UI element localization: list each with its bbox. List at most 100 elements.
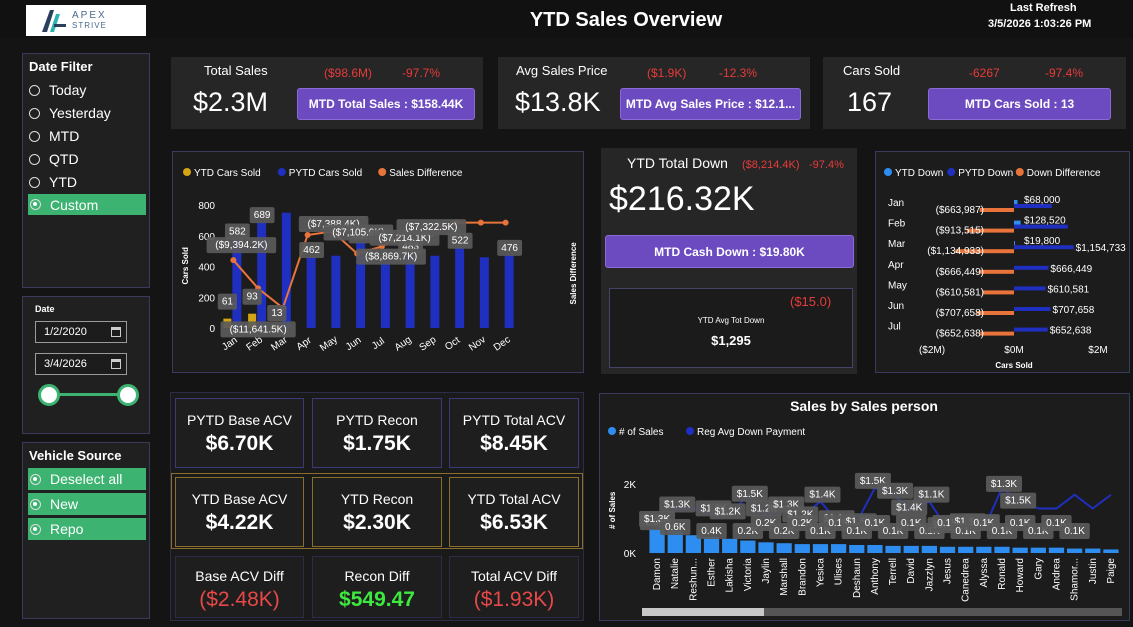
ytd-data-label: 61 [222,297,234,308]
option-label: QTD [49,151,79,167]
x-tick-label: Ronald [997,558,1008,590]
mtd-cars-sold-button[interactable]: MTD Cars Sold : 13 [928,88,1111,120]
x-tick-label: May [318,334,340,354]
page-title: YTD Sales Overview [529,9,723,31]
y-tick-label: Jan [888,198,904,209]
ytd-data-label: 93 [247,292,259,303]
legend-label: Reg Avg Down Payment [697,427,805,438]
sales-data-label: 0.1K [828,518,849,529]
pytd-down-data-label: $666,449 [1050,264,1092,275]
y-tick-label: 0K [624,549,637,560]
difference-data-label: ($8,869.7K) [365,252,417,263]
card-label: Base ACV Diff [195,568,284,584]
pytd-down-data-label: $707,658 [1053,305,1095,316]
sales-data-label: 0.1K [974,518,995,529]
filter-option-ytd[interactable]: YTD [29,172,147,192]
bar-sales-Jesus [939,546,956,553]
radio-icon [29,84,40,96]
sales-data-label: 0.1K [937,518,958,529]
legend-label: YTD Down [895,168,943,179]
sales-data-label: 0.1K [883,526,904,537]
start-date-input[interactable]: 1/2/2020 [35,321,127,343]
card-value: ($1.93K) [473,588,555,611]
chart-scrollbar-thumb[interactable] [642,608,764,616]
bar-down-difference-Apr [979,269,1014,274]
mtd-cash-down-button[interactable]: MTD Cash Down : $19.80K [605,235,854,268]
x-tick-label: Paige [1106,558,1117,584]
y-axis-title: # of Sales [608,491,617,529]
sales-data-label-bg [660,519,691,535]
bar-pytd-Apr [306,256,316,328]
vehicle-option-deselect-all[interactable]: Deselect all [28,468,146,490]
filter-option-qtd[interactable]: QTD [29,149,147,169]
avg-down-data-label: $1.5K [860,476,886,487]
kpi-label: Total Sales [204,63,268,78]
avg-down-data-label-bg [709,503,746,520]
ytd-down-value: $216.32K [609,180,755,218]
x-tick-label: Dec [492,334,513,353]
legend-marker [947,168,956,176]
sales-difference-point [230,257,237,264]
bar-down-difference-May [982,290,1014,295]
y-tick-label: 200 [198,293,215,304]
pytd-recon-card: PYTD Recon $1.75K [312,398,442,468]
avg-down-data-label: $1.1K [918,490,944,501]
ytd-down-diff: ($8,214.4K) [742,159,800,171]
sales-difference-point [304,231,311,238]
filter-option-custom[interactable]: Custom [28,194,146,215]
card-value: $6.53K [480,511,548,534]
ytd-total-down-card: YTD Total Down ($8,214.4K) -97.4% $216.3… [601,148,857,374]
x-tick-label: Jun [344,335,364,353]
card-value: $549.47 [339,588,415,611]
bar-pytd-Jan [232,238,242,328]
bar-sales-Jazzlyn [921,545,938,553]
avg-down-data-label: $1.2K [787,509,813,520]
date-slider-end-handle[interactable] [117,384,139,406]
avg-down-data-label: $1.5K [1005,496,1031,507]
filter-option-today[interactable]: Today [29,80,147,100]
bar-sales-Shamor... [1066,548,1083,553]
filter-option-yesterday[interactable]: Yesterday [29,103,147,123]
calendar-icon[interactable] [111,327,121,337]
x-tick-label: Justin [1088,558,1099,584]
vehicle-option-repo[interactable]: Repo [28,518,146,540]
bar-down-difference-Jan [979,208,1014,212]
bar-pytd-Sep [430,255,440,328]
bar-pytd-down-Feb [1014,224,1068,229]
legend-marker [378,168,387,176]
mtd-avg-price-button[interactable]: MTD Avg Sales Price : $12.1... [620,88,801,120]
legend-marker [1015,168,1024,176]
y2-axis-title: Sales Difference [569,242,578,305]
ytd-total-acv-card: YTD Total ACV $6.53K [449,477,579,547]
bar-pytd-down-Jun [1014,307,1051,311]
total-acv-diff-card: Total ACV Diff ($1.93K) [449,556,579,618]
radio-icon [29,176,40,188]
difference-data-label-bg [356,248,426,265]
y-tick-label: 2K [624,480,637,491]
end-date-input[interactable]: 3/4/2026 [35,353,127,375]
monthly-cars-chart-panel: YTD Cars Sold PYTD Cars Sold Sales Differe… [172,151,584,373]
kpi-value: $13.8K [515,87,601,117]
vehicle-option-new[interactable]: New [28,493,146,515]
sales-data-label: 0.1K [992,526,1013,537]
avg-down-data-label: $1.3K [882,486,908,497]
avg-down-data-label: $1.3K [664,500,690,511]
chart-scrollbar[interactable] [642,608,1122,616]
radio-selected-icon [30,473,41,485]
avg-down-diff: ($15.0) [790,294,832,309]
avg-down-data-label: $1.4K [896,503,922,514]
bar-pytd-down-Apr [1014,265,1049,270]
pytd-data-label-bg [447,232,473,249]
date-slider-track[interactable] [47,393,129,396]
date-slider-start-handle[interactable] [38,384,60,406]
card-value: $4.22K [205,511,274,534]
bar-sales-Deshaun [849,545,865,553]
filter-option-mtd[interactable]: MTD [29,126,147,146]
bar-sales-Canedrea [958,546,974,553]
pytd-data-label-bg [497,239,523,256]
avg-down-data-label: $1.2K [715,506,741,517]
x-tick-label: Gary [1033,558,1044,580]
calendar-icon[interactable] [111,359,121,369]
bar-pytd-May [331,255,341,328]
mtd-total-sales-button[interactable]: MTD Total Sales : $158.44K [297,88,475,120]
